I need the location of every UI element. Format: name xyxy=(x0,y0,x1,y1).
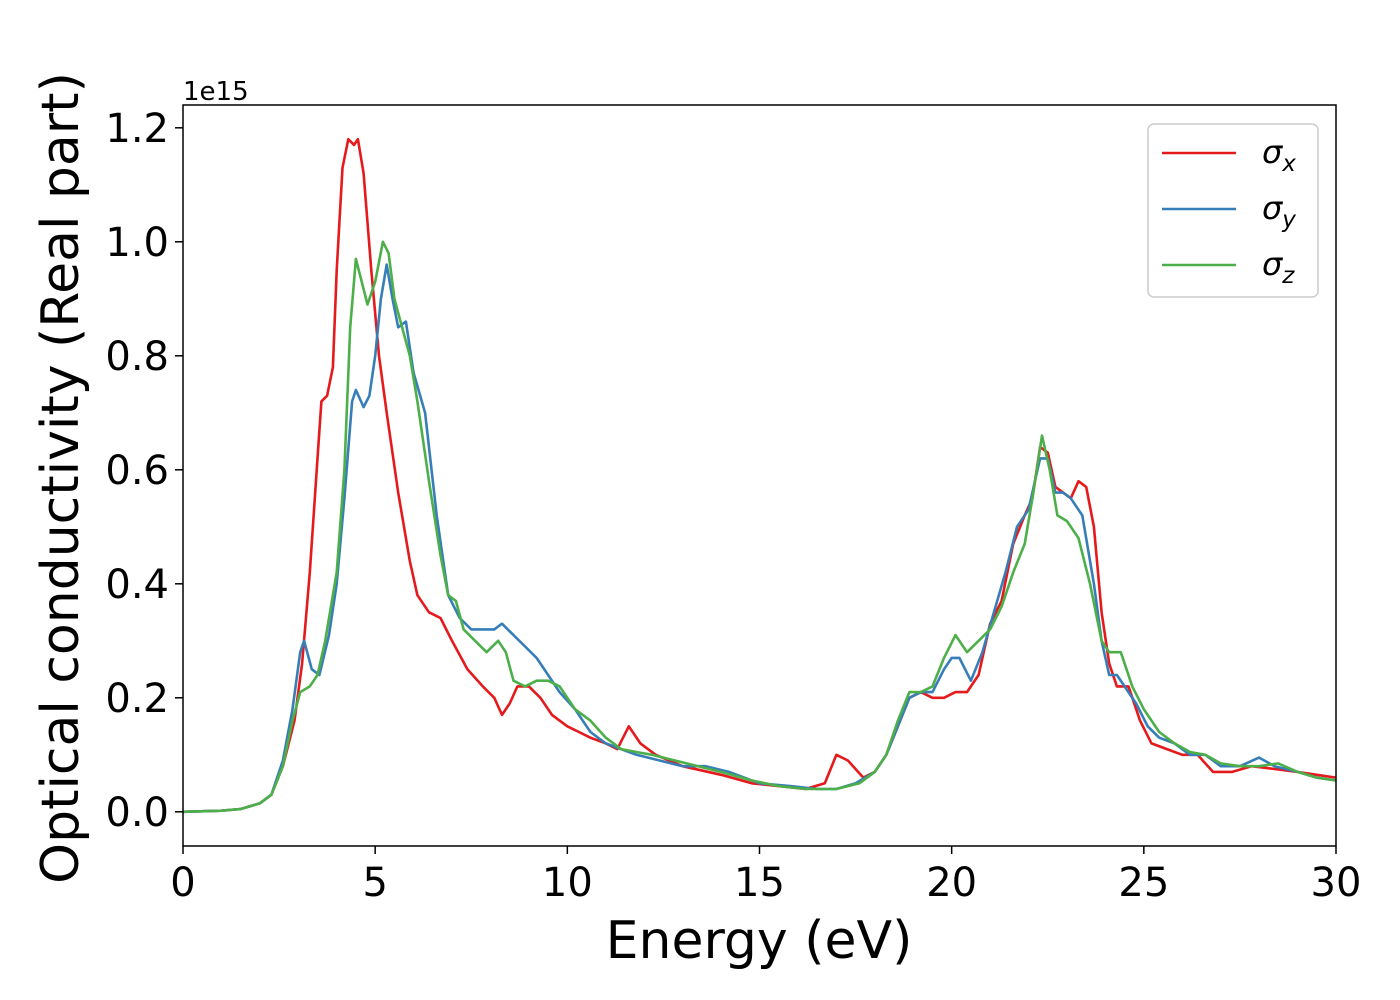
series-line-y xyxy=(182,263,1337,814)
series-layer xyxy=(182,137,1337,814)
y-tick-label: 1.2 xyxy=(105,106,169,152)
x-axis-label: Energy (eV) xyxy=(606,911,913,971)
legend: σx σy σz xyxy=(1147,123,1319,298)
y-axis-label: Optical conductivity (Real part) xyxy=(31,72,91,884)
legend-label-z: σz xyxy=(1262,245,1295,289)
y-tick-label: 0.4 xyxy=(105,562,169,608)
x-tick-label: 25 xyxy=(1118,860,1169,906)
legend-label-y: σy xyxy=(1262,189,1296,233)
x-tick-label: 20 xyxy=(926,860,977,906)
y-tick-label: 0.8 xyxy=(105,334,169,380)
x-tick-label: 0 xyxy=(170,860,195,906)
legend-items: σx σy σz xyxy=(1162,133,1296,289)
legend-frame xyxy=(1147,123,1319,298)
y-tick-label: 0.2 xyxy=(105,676,169,722)
y-tick-label: 1.0 xyxy=(105,220,169,266)
y-tick-label: 0.0 xyxy=(105,790,169,836)
y-axis-offset-label: 1e15 xyxy=(183,77,249,107)
y-tick-label: 0.6 xyxy=(105,448,169,494)
x-axis-ticks: 0 5 10 15 20 25 30 xyxy=(170,846,1361,906)
series-line-x xyxy=(182,137,1337,814)
x-tick-label: 10 xyxy=(542,860,593,906)
y-axis-ticks: 0.0 0.2 0.4 0.6 0.8 1.0 1.2 xyxy=(105,106,183,836)
legend-label-x: σx xyxy=(1262,133,1296,177)
x-tick-label: 5 xyxy=(362,860,387,906)
x-tick-label: 15 xyxy=(734,860,785,906)
x-tick-label: 30 xyxy=(1311,860,1362,906)
series-line-z xyxy=(182,240,1337,814)
